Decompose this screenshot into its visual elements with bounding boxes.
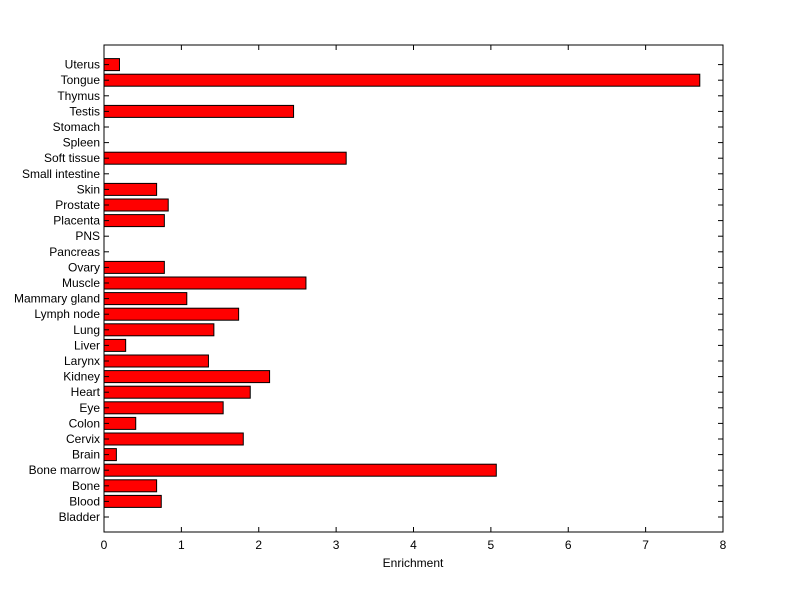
bar-prostate bbox=[103, 198, 169, 212]
y-tick-label-bone-marrow: Bone marrow bbox=[29, 463, 101, 477]
bar-testis bbox=[103, 104, 295, 118]
bar-muscle bbox=[103, 276, 307, 290]
x-tick-label: 3 bbox=[333, 538, 340, 552]
bar-larynx bbox=[103, 354, 209, 368]
bar-heart bbox=[103, 385, 251, 399]
y-tick-label-blood: Blood bbox=[69, 494, 100, 508]
y-tick-label-liver: Liver bbox=[74, 338, 100, 352]
bar-tongue bbox=[103, 73, 701, 87]
x-tick-label: 7 bbox=[642, 538, 649, 552]
y-tick-label-lymph-node: Lymph node bbox=[34, 307, 100, 321]
bar-kidney bbox=[103, 370, 271, 384]
bar-bone bbox=[103, 479, 158, 493]
y-tick-label-bladder: Bladder bbox=[59, 510, 100, 524]
x-tick-label: 6 bbox=[565, 538, 572, 552]
bar-soft-tissue bbox=[103, 151, 347, 165]
x-tick-label: 0 bbox=[101, 538, 108, 552]
bar-cervix bbox=[103, 432, 244, 446]
x-tick-label: 2 bbox=[255, 538, 262, 552]
y-tick-label-bone: Bone bbox=[72, 479, 100, 493]
y-tick-label-kidney: Kidney bbox=[63, 370, 100, 384]
y-tick-label-brain: Brain bbox=[72, 448, 100, 462]
x-tick-label: 5 bbox=[488, 538, 495, 552]
y-tick-label-small-intestine: Small intestine bbox=[22, 167, 100, 181]
bars-group bbox=[103, 58, 701, 508]
bar-mammary-gland bbox=[103, 292, 188, 306]
y-tick-label-mammary-gland: Mammary gland bbox=[14, 292, 100, 306]
y-tick-label-spleen: Spleen bbox=[63, 136, 100, 150]
y-tick-label-testis: Testis bbox=[69, 104, 100, 118]
y-tick-label-ovary: Ovary bbox=[68, 260, 100, 274]
y-tick-label-pns: PNS bbox=[75, 229, 100, 243]
bar-lung bbox=[103, 323, 215, 337]
x-tick-label: 1 bbox=[178, 538, 185, 552]
y-tick-label-soft-tissue: Soft tissue bbox=[44, 151, 100, 165]
y-tick-label-heart: Heart bbox=[71, 385, 101, 399]
y-tick-label-uterus: Uterus bbox=[65, 58, 100, 72]
x-tick-label: 4 bbox=[410, 538, 417, 552]
y-tick-label-lung: Lung bbox=[73, 323, 100, 337]
y-tick-label-skin: Skin bbox=[77, 182, 100, 196]
bar-skin bbox=[103, 182, 158, 196]
bar-blood bbox=[103, 494, 162, 508]
y-tick-label-prostate: Prostate bbox=[55, 198, 100, 212]
y-tick-label-eye: Eye bbox=[79, 401, 100, 415]
y-tick-label-larynx: Larynx bbox=[64, 354, 100, 368]
y-tick-label-pancreas: Pancreas bbox=[49, 245, 100, 259]
bar-placenta bbox=[103, 214, 165, 228]
y-tick-label-tongue: Tongue bbox=[61, 73, 101, 87]
x-ticks-group: 0 1 2 3 4 5 6 7 8 bbox=[101, 45, 727, 552]
y-tick-label-stomach: Stomach bbox=[53, 120, 100, 134]
x-tick-label: 8 bbox=[720, 538, 727, 552]
y-tick-label-thymus: Thymus bbox=[57, 89, 100, 103]
y-tick-label-muscle: Muscle bbox=[62, 276, 100, 290]
y-tick-label-cervix: Cervix bbox=[66, 432, 100, 446]
bar-lymph-node bbox=[103, 307, 240, 321]
x-axis-title: Enrichment bbox=[383, 556, 444, 570]
bar-eye bbox=[103, 401, 224, 415]
y-tick-label-colon: Colon bbox=[69, 416, 100, 430]
bar-ovary bbox=[103, 260, 165, 274]
y-tick-label-placenta: Placenta bbox=[53, 214, 100, 228]
bar-bone-marrow bbox=[103, 463, 497, 477]
